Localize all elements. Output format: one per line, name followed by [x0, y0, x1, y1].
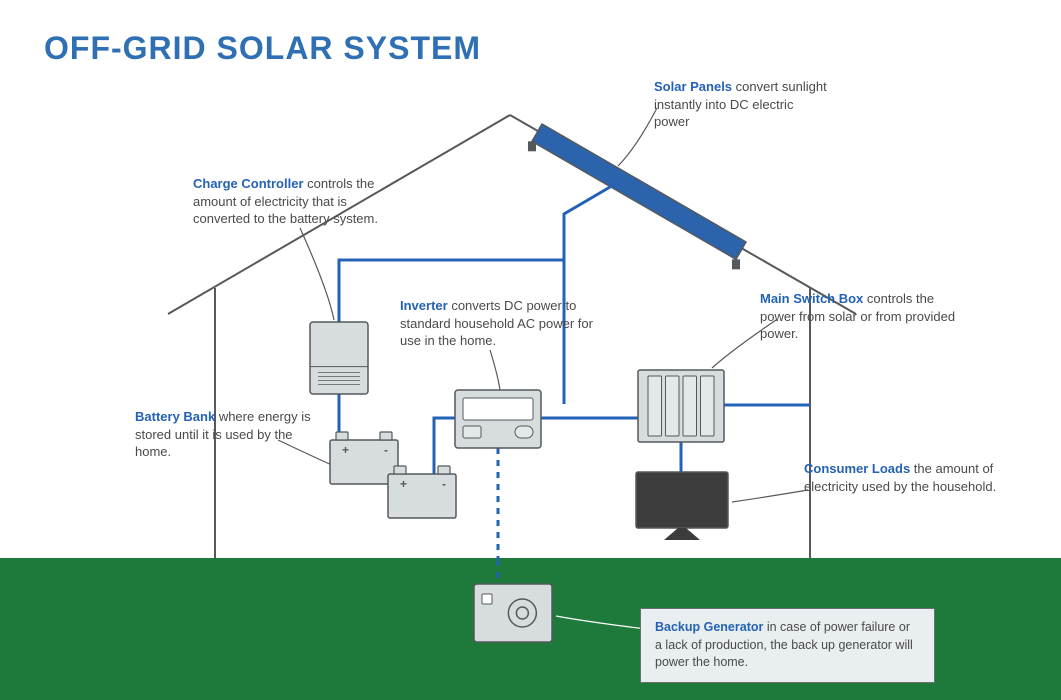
svg-text:-: -	[384, 443, 388, 457]
annot-switch-box: Main Switch Box controls the power from …	[760, 290, 970, 343]
svg-text:+: +	[342, 443, 349, 457]
svg-text:-: -	[442, 477, 446, 491]
main-title: OFF-GRID SOLAR SYSTEM	[44, 30, 481, 67]
annot-solar-panels: Solar Panels convert sunlight instantly …	[654, 78, 829, 131]
annot-inverter: Inverter converts DC power to standard h…	[400, 297, 600, 350]
annot-charge-controller: Charge Controller controls the amount of…	[193, 175, 383, 228]
infographic-canvas: OFF-GRID SOLAR SYSTEM + - + - Charge Contro…	[0, 0, 1061, 700]
annot-generator: Backup Generator in case of power failur…	[640, 608, 935, 683]
annot-loads: Consumer Loads the amount of electricity…	[804, 460, 1009, 495]
svg-text:+: +	[400, 477, 407, 491]
annot-battery: Battery Bank where energy is stored unti…	[135, 408, 325, 461]
